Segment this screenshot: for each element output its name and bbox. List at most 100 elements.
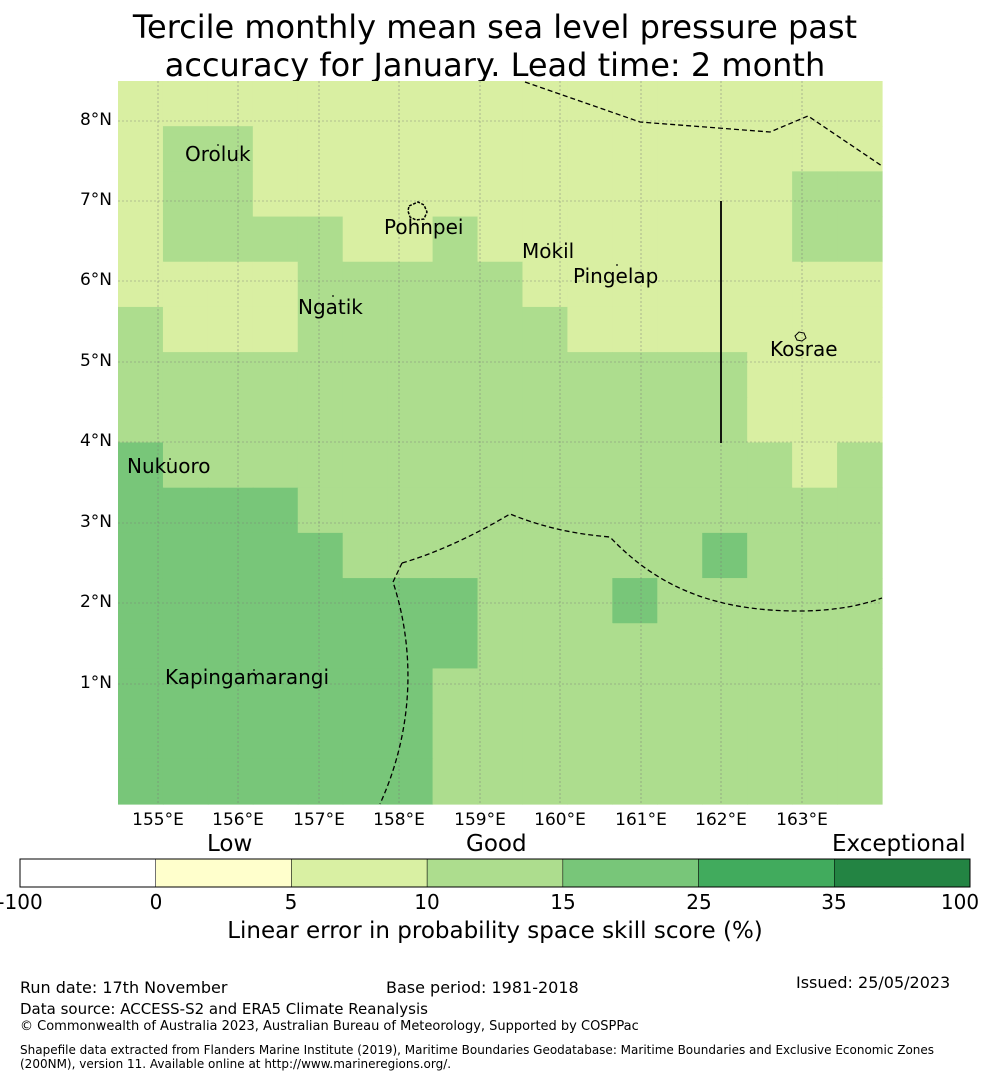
grid-cell: [432, 306, 479, 353]
grid-cell: [747, 306, 793, 353]
grid-cell: [567, 397, 613, 444]
grid-cell: [162, 81, 209, 127]
grid-cell: [118, 623, 164, 670]
grid-cell: [792, 623, 838, 670]
lon-label-161e: 161°E: [615, 810, 667, 830]
grid-cell: [387, 126, 434, 172]
grid-cell: [297, 713, 344, 760]
grid-cell: [432, 532, 479, 579]
grid-cell: [567, 578, 613, 624]
grid-cell: [612, 261, 658, 308]
grid-cell: [342, 171, 389, 218]
grid-cell: [837, 532, 883, 579]
grid-cell: [522, 81, 569, 127]
grid-cell: [702, 623, 748, 670]
grid-cell: [162, 126, 209, 172]
grid-cell: [297, 623, 344, 670]
grid-cell: [567, 623, 613, 670]
lat-label-6n: 6°N: [79, 270, 112, 290]
grid-cell: [342, 668, 389, 715]
grid-cell: [657, 668, 703, 715]
grid-cell: [207, 352, 254, 398]
grid-cell: [702, 352, 748, 398]
pingelap-dot: [616, 264, 618, 266]
colorbar-segment: [698, 858, 835, 888]
lat-label-8n: 8°N: [79, 110, 112, 130]
grid-cell: [792, 306, 838, 353]
grid-cell: [747, 487, 793, 534]
grid-cell: [477, 261, 524, 308]
grid-cell: [567, 171, 613, 218]
lon-label-159e: 159°E: [454, 810, 506, 830]
grid-cell: [207, 532, 254, 579]
grid-cell: [297, 261, 344, 308]
colorbar-tick-0: 0: [149, 890, 163, 914]
grid-cell: [432, 487, 479, 534]
grid-cell: [342, 532, 389, 579]
copyright-notice: © Commonwealth of Australia 2023, Austra…: [20, 1019, 639, 1034]
grid-cell: [792, 352, 838, 398]
grid-cell: [522, 306, 569, 353]
grid-cell: [612, 352, 658, 398]
grid-cell: [657, 216, 703, 263]
lon-label-163e: 163°E: [776, 810, 828, 830]
grid-cell: [657, 623, 703, 670]
grid-cell: [792, 532, 838, 579]
grid-cell: [118, 487, 164, 534]
grid-cell: [162, 171, 209, 218]
grid-cell: [432, 352, 479, 398]
pohnpei-island-outline: [407, 201, 428, 221]
grid-cell: [252, 623, 299, 670]
grid-cell: [657, 352, 703, 398]
grid-cell: [522, 126, 569, 172]
grid-cell: [252, 532, 299, 579]
grid-cell: [387, 758, 434, 805]
grid-cell: [837, 352, 883, 398]
grid-cell: [612, 442, 658, 489]
grid-cell: [252, 668, 299, 715]
grid-cell: [522, 623, 569, 670]
grid-cell: [747, 713, 793, 760]
grid-cell: [252, 397, 299, 444]
grid-cell: [118, 442, 164, 489]
grid-cell: [342, 306, 389, 353]
colorbar-tick-25: 25: [686, 890, 712, 914]
place-label-pingelap: Pingelap: [573, 264, 659, 288]
nukuoro-dot: [169, 458, 171, 460]
grid-cell: [252, 306, 299, 353]
grid-cell: [342, 758, 389, 805]
grid-cell: [567, 261, 613, 308]
grid-cell: [387, 261, 434, 308]
grid-cell: [567, 758, 613, 805]
grid-cell: [477, 397, 524, 444]
grid-cell: [747, 397, 793, 444]
grid-cell: [207, 487, 254, 534]
grid-cell: [567, 487, 613, 534]
colorbar-category-exceptional: Exceptional: [832, 831, 966, 857]
issued-date: Issued: 25/05/2023: [796, 973, 951, 992]
grid-cell: [657, 126, 703, 172]
grid-cell: [747, 171, 793, 218]
grid-cell: [567, 668, 613, 715]
grid-cell: [702, 126, 748, 172]
grid-cell: [432, 713, 479, 760]
grid-cell: [162, 397, 209, 444]
grid-cell: [702, 758, 748, 805]
grid-cell: [612, 81, 658, 127]
grid-cell: [702, 216, 748, 263]
grid-cell: [342, 578, 389, 624]
grid-cell: [747, 352, 793, 398]
grid-cell: [432, 261, 479, 308]
colorbar-segment: [19, 858, 156, 888]
grid-cell: [342, 216, 389, 263]
grid-cell: [118, 532, 164, 579]
grid-cell: [297, 397, 344, 444]
grid-cell: [387, 306, 434, 353]
grid-cell: [792, 261, 838, 308]
grid-cell: [162, 532, 209, 579]
lat-label-4n: 4°N: [79, 431, 112, 451]
grid-cell: [612, 713, 658, 760]
lon-label-162e: 162°E: [695, 810, 747, 830]
grid-cell: [118, 713, 164, 760]
grid-cell: [432, 216, 479, 263]
